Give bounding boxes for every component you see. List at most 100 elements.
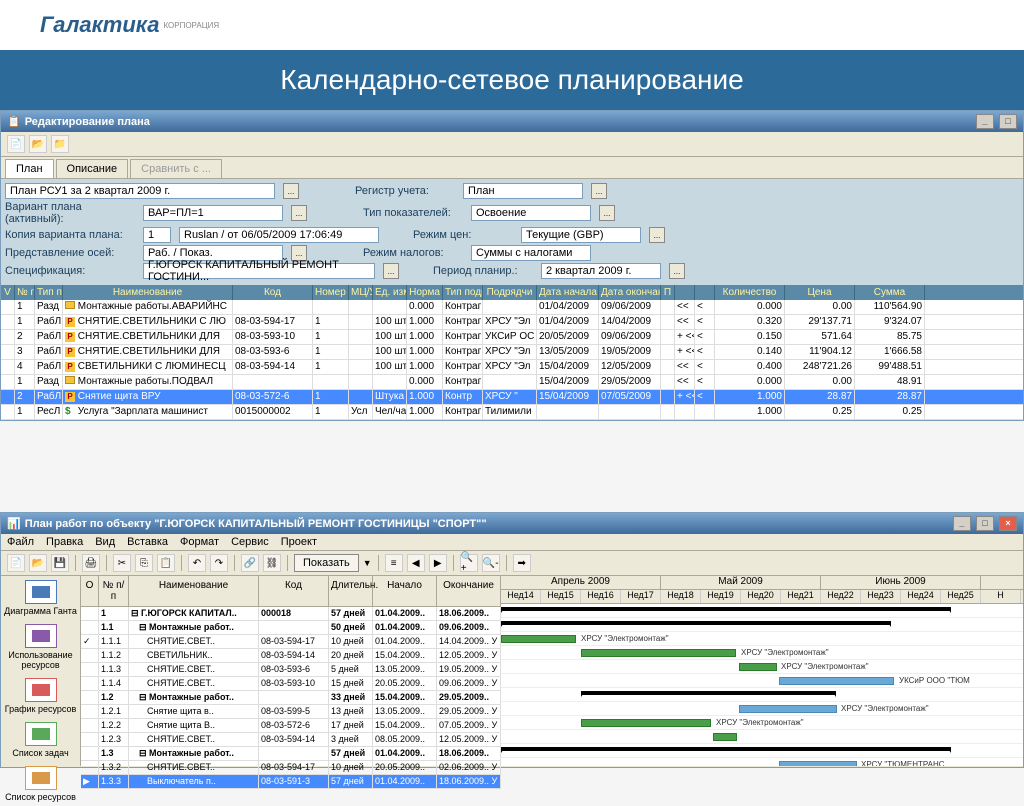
gantt-bar[interactable] bbox=[581, 719, 711, 727]
price-mode-field[interactable]: Текущие (GBP) bbox=[521, 227, 641, 243]
copy-field[interactable]: Ruslan / от 06/05/2009 17:06:49 bbox=[179, 227, 379, 243]
zoom-out-icon[interactable]: 🔍- bbox=[482, 554, 500, 572]
grid-col-header[interactable]: V bbox=[1, 285, 15, 300]
gantt-bar[interactable] bbox=[501, 747, 951, 751]
grid-col-header[interactable]: Сумма bbox=[855, 285, 925, 300]
register-lookup[interactable]: ... bbox=[591, 183, 607, 199]
sidebar-view-item[interactable]: График ресурсов bbox=[1, 674, 80, 718]
task-col-header[interactable]: Код bbox=[259, 576, 329, 606]
gantt-bar[interactable] bbox=[501, 621, 891, 625]
menu-item[interactable]: Вставка bbox=[127, 536, 168, 548]
type-lookup[interactable]: ... bbox=[599, 205, 615, 221]
task-row[interactable]: ✓1.1.1СНЯТИЕ.СВЕТ..08-03-594-1710 дней01… bbox=[81, 635, 501, 649]
gantt-titlebar[interactable]: 📊 План работ по объекту "Г.ЮГОРСК КАПИТА… bbox=[1, 513, 1023, 534]
grid-col-header[interactable]: Код bbox=[233, 285, 313, 300]
task-row[interactable]: 1.1⊟ Монтажные работ..50 дней01.04.2009.… bbox=[81, 621, 501, 635]
gantt-bar[interactable] bbox=[779, 761, 857, 766]
grid-col-header[interactable]: Тип поз. bbox=[35, 285, 63, 300]
undo-icon[interactable]: ↶ bbox=[188, 554, 206, 572]
task-row[interactable]: 1.1.2СВЕТИЛЬНИК..08-03-594-1420 дней15.0… bbox=[81, 649, 501, 663]
gantt-close-button[interactable]: × bbox=[999, 516, 1017, 531]
tab-compare[interactable]: Сравнить с ... bbox=[130, 159, 222, 178]
task-row[interactable]: 1.2⊟ Монтажные работ..33 дней15.04.2009.… bbox=[81, 691, 501, 705]
register-field[interactable]: План bbox=[463, 183, 583, 199]
task-row[interactable]: 1.1.3СНЯТИЕ.СВЕТ..08-03-593-65 дней13.05… bbox=[81, 663, 501, 677]
minimize-button[interactable]: _ bbox=[976, 114, 994, 129]
menu-item[interactable]: Файл bbox=[7, 536, 34, 548]
task-row[interactable]: ▶1.3.3Выключатель п..08-03-591-357 дней0… bbox=[81, 775, 501, 789]
gantt-bar[interactable] bbox=[581, 649, 736, 657]
task-row[interactable]: 1.2.2Снятие щита В..08-03-572-617 дней15… bbox=[81, 719, 501, 733]
save-icon[interactable]: 💾 bbox=[51, 554, 69, 572]
tab-description[interactable]: Описание bbox=[56, 159, 129, 178]
maximize-button[interactable]: □ bbox=[999, 114, 1017, 129]
grid-col-header[interactable]: Цена bbox=[785, 285, 855, 300]
menu-item[interactable]: Проект bbox=[281, 536, 317, 548]
grid-row[interactable]: 2РабЛP СНЯТИЕ.СВЕТИЛЬНИКИ ДЛЯ08-03-593-1… bbox=[1, 330, 1023, 345]
grid-row[interactable]: 1РесЛ$ Услуга "Зарплата машинист00150000… bbox=[1, 405, 1023, 420]
task-row[interactable]: 1.3⊟ Монтажные работ..57 дней01.04.2009.… bbox=[81, 747, 501, 761]
task-row[interactable]: 1.2.3СНЯТИЕ.СВЕТ..08-03-594-143 дней08.0… bbox=[81, 733, 501, 747]
zoom-in-icon[interactable]: 🔍+ bbox=[460, 554, 478, 572]
spec-field[interactable]: Г.ЮГОРСК КАПИТАЛЬНЫЙ РЕМОНТ ГОСТИНИ... bbox=[143, 263, 375, 279]
task-row[interactable]: 1.1.4СНЯТИЕ.СВЕТ..08-03-593-1015 дней20.… bbox=[81, 677, 501, 691]
open-doc-icon[interactable]: 📂 bbox=[29, 554, 47, 572]
gantt-bar[interactable] bbox=[739, 705, 837, 713]
plan-name-lookup[interactable]: ... bbox=[283, 183, 299, 199]
print-icon[interactable]: 🖨 bbox=[82, 554, 100, 572]
grid-row[interactable]: 2РабЛP Снятие щита ВРУ08-03-572-61Штука1… bbox=[1, 390, 1023, 405]
grid-col-header[interactable] bbox=[675, 285, 695, 300]
gantt-minimize-button[interactable]: _ bbox=[953, 516, 971, 531]
grid-col-header[interactable]: Норма bbox=[407, 285, 443, 300]
grid-row[interactable]: 4РабЛP СВЕТИЛЬНИКИ С ЛЮМИНЕСЦ08-03-594-1… bbox=[1, 360, 1023, 375]
gantt-bar[interactable] bbox=[501, 607, 951, 611]
grid-row[interactable]: 1Разд Монтажные работы.АВАРИЙНС0.000Конт… bbox=[1, 300, 1023, 315]
sidebar-view-item[interactable]: Диаграмма Ганта bbox=[1, 576, 80, 620]
grid-col-header[interactable]: Дата окончания bbox=[599, 285, 661, 300]
task-row[interactable]: 1.2.1Снятие щита в..08-03-599-513 дней13… bbox=[81, 705, 501, 719]
period-field[interactable]: 2 квартал 2009 г. bbox=[541, 263, 661, 279]
gantt-maximize-button[interactable]: □ bbox=[976, 516, 994, 531]
sidebar-view-item[interactable]: Список задач bbox=[1, 718, 80, 762]
gantt-bar[interactable] bbox=[581, 691, 836, 695]
task-col-header[interactable]: Наименование bbox=[129, 576, 259, 606]
gantt-bar[interactable] bbox=[713, 733, 737, 741]
sidebar-view-item[interactable]: Список ресурсов bbox=[1, 762, 80, 806]
cut-icon[interactable]: ✂ bbox=[113, 554, 131, 572]
variant-lookup[interactable]: ... bbox=[291, 205, 307, 221]
gantt-bar[interactable] bbox=[501, 635, 576, 643]
variant-field[interactable]: ВАР=ПЛ=1 bbox=[143, 205, 283, 221]
align-left-icon[interactable]: ≡ bbox=[385, 554, 403, 572]
open-icon[interactable]: 📂 bbox=[29, 135, 47, 153]
plan-name-field[interactable]: План РСУ1 за 2 квартал 2009 г. bbox=[5, 183, 275, 199]
folder-icon[interactable]: 📁 bbox=[51, 135, 69, 153]
grid-row[interactable]: 1Разд Монтажные работы.ПОДВАЛ0.000Контра… bbox=[1, 375, 1023, 390]
grid-col-header[interactable]: Подрядчи bbox=[483, 285, 537, 300]
grid-col-header[interactable] bbox=[695, 285, 715, 300]
gantt-bar[interactable] bbox=[779, 677, 894, 685]
grid-col-header[interactable]: МЦ/У bbox=[349, 285, 373, 300]
sidebar-view-item[interactable]: Использование ресурсов bbox=[1, 620, 80, 674]
indent-icon[interactable]: ▶ bbox=[429, 554, 447, 572]
paste-icon[interactable]: 📋 bbox=[157, 554, 175, 572]
grid-col-header[interactable]: Тип подряд bbox=[443, 285, 483, 300]
grid-col-header[interactable]: Номер сметы bbox=[313, 285, 349, 300]
gantt-bar[interactable] bbox=[739, 663, 777, 671]
menu-item[interactable]: Правка bbox=[46, 536, 83, 548]
task-row[interactable]: 1.3.2СНЯТИЕ.СВЕТ..08-03-594-1710 дней20.… bbox=[81, 761, 501, 775]
grid-col-header[interactable]: Дата начала bbox=[537, 285, 599, 300]
copy-icon[interactable]: ⎘ bbox=[135, 554, 153, 572]
grid-col-header[interactable]: П bbox=[661, 285, 675, 300]
task-row[interactable]: 1⊟ Г.ЮГОРСК КАПИТАЛ..00001857 дней01.04.… bbox=[81, 607, 501, 621]
unlink-icon[interactable]: ⛓ bbox=[263, 554, 281, 572]
tax-mode-field[interactable]: Суммы с налогами bbox=[471, 245, 591, 261]
grid-row[interactable]: 1РабЛP СНЯТИЕ.СВЕТИЛЬНИКИ С ЛЮ08-03-594-… bbox=[1, 315, 1023, 330]
menu-item[interactable]: Вид bbox=[95, 536, 115, 548]
window-titlebar[interactable]: 📋 Редактирование плана _ □ bbox=[1, 111, 1023, 132]
goto-icon[interactable]: ➡ bbox=[513, 554, 531, 572]
new-doc-icon[interactable]: 📄 bbox=[7, 554, 25, 572]
tab-plan[interactable]: План bbox=[5, 159, 54, 178]
grid-col-header[interactable]: № п/п bbox=[15, 285, 35, 300]
menu-item[interactable]: Формат bbox=[180, 536, 219, 548]
spec-lookup[interactable]: ... bbox=[383, 263, 399, 279]
